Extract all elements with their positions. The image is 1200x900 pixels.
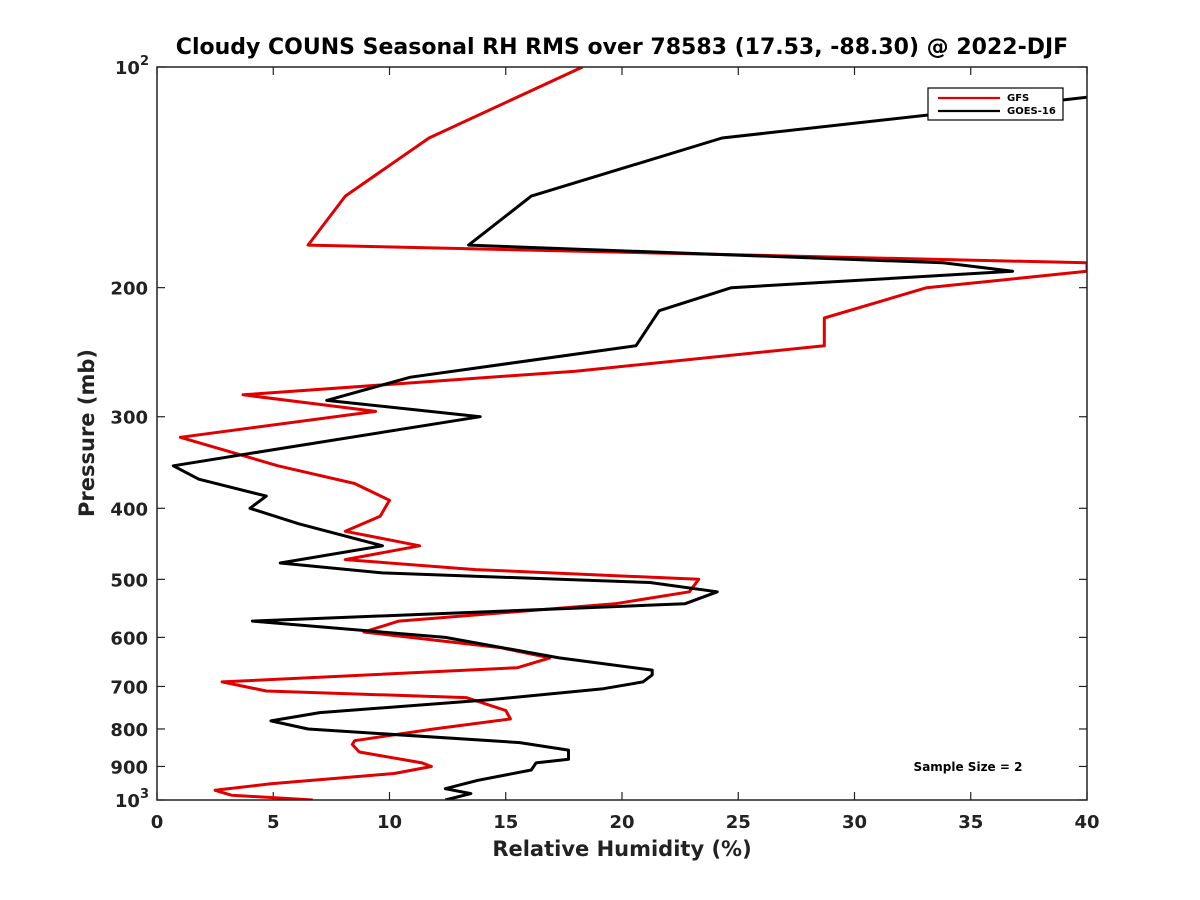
- legend-box: [927, 87, 1064, 121]
- x-axis-label: Relative Humidity (%): [492, 837, 751, 861]
- series-layer: [171, 67, 1087, 800]
- y-tick-label: 900: [110, 757, 148, 778]
- y-tick-label: 103: [115, 787, 149, 812]
- plot-frame: [156, 66, 1088, 801]
- y-tick-label-base: 10: [115, 58, 140, 79]
- series-line-goes16: [171, 95, 1087, 800]
- x-tick-label: 35: [958, 812, 983, 833]
- chart-title: Cloudy COUNS Seasonal RH RMS over 78583 …: [176, 35, 1068, 60]
- sample-size-annotation: Sample Size = 2: [914, 760, 1023, 774]
- x-tick-label: 15: [493, 812, 518, 833]
- y-tick-label: 300: [110, 408, 148, 429]
- x-tick-label: 0: [151, 812, 164, 833]
- x-tick-label: 5: [267, 812, 280, 833]
- y-tick-label-base: 10: [115, 791, 140, 812]
- x-tick-label: 10: [377, 812, 402, 833]
- y-tick-label: 700: [110, 677, 148, 698]
- legend: GFS GOES-16: [927, 87, 1064, 121]
- x-tick-labels: 0 5 10 15 20 25 30 35 40: [151, 812, 1100, 833]
- y-tick-label: 800: [110, 720, 148, 741]
- series-line-gfs: [178, 67, 1087, 800]
- y-tick-label: 400: [110, 499, 148, 520]
- y-tick-label-exponent: 2: [140, 54, 149, 69]
- x-tick-label: 25: [726, 812, 751, 833]
- y-tick-label-exponent: 3: [140, 787, 149, 802]
- y-axis-label: Pressure (mb): [75, 349, 99, 517]
- x-tick-label: 40: [1074, 812, 1099, 833]
- legend-label-gfs: GFS: [1007, 93, 1029, 104]
- y-tick-label: 200: [110, 279, 148, 300]
- y-tick-label: 500: [110, 570, 148, 591]
- legend-label-goes16: GOES-16: [1007, 106, 1056, 117]
- x-tick-label: 30: [842, 812, 867, 833]
- x-tick-label: 20: [609, 812, 634, 833]
- y-tick-label: 102: [115, 54, 149, 79]
- y-tick-label: 600: [110, 628, 148, 649]
